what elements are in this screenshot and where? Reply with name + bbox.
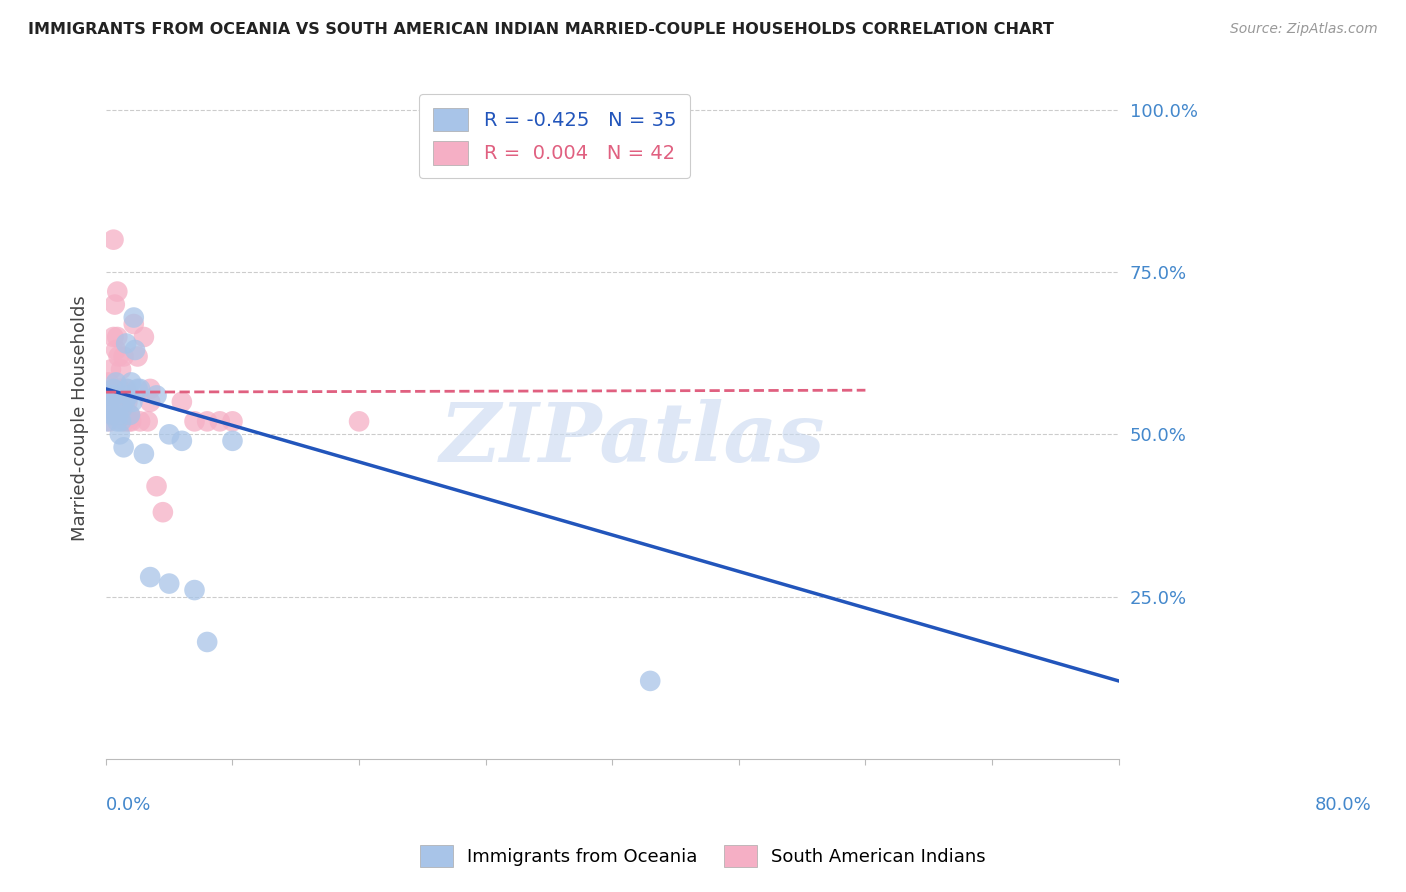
Point — [103, 382, 125, 396]
Y-axis label: Married-couple Households: Married-couple Households — [72, 295, 89, 541]
Point — [114, 395, 136, 409]
Legend: Immigrants from Oceania, South American Indians: Immigrants from Oceania, South American … — [413, 838, 993, 874]
Point — [107, 382, 129, 396]
Point — [103, 233, 125, 247]
Point — [104, 297, 127, 311]
Point — [111, 388, 134, 402]
Point — [221, 414, 243, 428]
Point — [105, 330, 128, 344]
Point — [347, 414, 370, 428]
Point — [221, 434, 243, 448]
Point — [170, 434, 193, 448]
Point — [145, 388, 167, 402]
Point — [117, 395, 139, 409]
Point — [208, 414, 231, 428]
Point — [139, 395, 162, 409]
Point — [152, 505, 174, 519]
Point — [118, 414, 141, 428]
Point — [104, 395, 127, 409]
Point — [108, 382, 131, 396]
Point — [127, 350, 149, 364]
Point — [107, 350, 129, 364]
Point — [124, 343, 146, 357]
Point — [103, 330, 125, 344]
Point — [127, 382, 149, 396]
Point — [183, 414, 205, 428]
Point — [105, 414, 128, 428]
Point — [115, 382, 138, 396]
Point — [115, 336, 138, 351]
Point — [98, 395, 121, 409]
Point — [105, 395, 128, 409]
Point — [96, 395, 118, 409]
Point — [139, 570, 162, 584]
Text: IMMIGRANTS FROM OCEANIA VS SOUTH AMERICAN INDIAN MARRIED-COUPLE HOUSEHOLDS CORRE: IMMIGRANTS FROM OCEANIA VS SOUTH AMERICA… — [28, 22, 1054, 37]
Point — [120, 376, 142, 390]
Point — [104, 388, 127, 402]
Point — [145, 479, 167, 493]
Point — [122, 317, 145, 331]
Text: 80.0%: 80.0% — [1315, 797, 1372, 814]
Point — [139, 382, 162, 396]
Point — [122, 310, 145, 325]
Legend: R = -0.425   N = 35, R =  0.004   N = 42: R = -0.425 N = 35, R = 0.004 N = 42 — [419, 94, 690, 178]
Point — [112, 350, 135, 364]
Point — [101, 382, 124, 396]
Point — [111, 401, 134, 416]
Point — [117, 382, 139, 396]
Point — [129, 382, 152, 396]
Point — [105, 285, 128, 299]
Point — [157, 427, 180, 442]
Point — [100, 388, 122, 402]
Point — [105, 343, 128, 357]
Point — [101, 408, 124, 422]
Point — [157, 576, 180, 591]
Point — [110, 414, 132, 428]
Point — [195, 414, 218, 428]
Point — [129, 414, 152, 428]
Point — [118, 388, 141, 402]
Text: Source: ZipAtlas.com: Source: ZipAtlas.com — [1230, 22, 1378, 37]
Point — [101, 388, 124, 402]
Point — [100, 362, 122, 376]
Point — [118, 408, 141, 422]
Point — [97, 376, 120, 390]
Point — [108, 427, 131, 442]
Point — [105, 376, 128, 390]
Point — [132, 330, 155, 344]
Point — [110, 362, 132, 376]
Point — [121, 395, 143, 409]
Point — [120, 414, 142, 428]
Point — [183, 583, 205, 598]
Point — [195, 635, 218, 649]
Point — [118, 408, 141, 422]
Text: ZIPatlas: ZIPatlas — [440, 399, 825, 478]
Point — [98, 414, 121, 428]
Point — [136, 414, 159, 428]
Point — [638, 673, 661, 688]
Point — [96, 414, 118, 428]
Point — [110, 401, 132, 416]
Point — [132, 447, 155, 461]
Point — [112, 440, 135, 454]
Point — [170, 395, 193, 409]
Point — [97, 401, 120, 416]
Point — [114, 414, 136, 428]
Point — [107, 408, 129, 422]
Text: 0.0%: 0.0% — [105, 797, 152, 814]
